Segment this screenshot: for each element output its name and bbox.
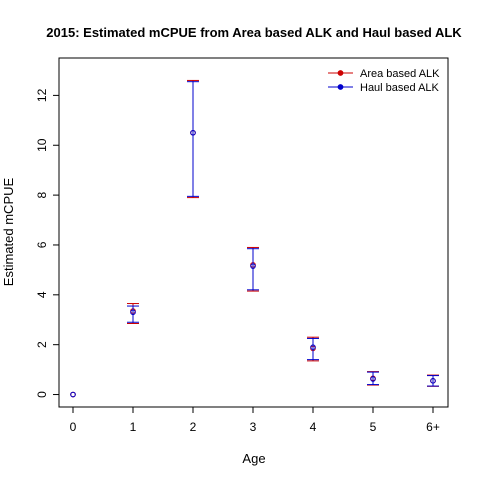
data-point xyxy=(430,378,436,384)
legend-marker xyxy=(337,70,344,76)
data-point xyxy=(250,263,256,269)
y-tick-label: 6 xyxy=(35,241,49,248)
data-point xyxy=(190,129,196,136)
y-tick-label: 2 xyxy=(35,341,49,348)
legend-marker xyxy=(337,84,344,90)
data-point xyxy=(310,344,316,350)
plot-frame xyxy=(58,57,449,408)
legend-label: Area based ALK xyxy=(360,68,440,80)
y-tick-label: 4 xyxy=(35,291,49,298)
data-point xyxy=(70,391,76,398)
chart-title: 2015: Estimated mCPUE from Area based AL… xyxy=(46,25,462,40)
x-tick-label: 1 xyxy=(130,420,137,434)
series-haul-based-alk xyxy=(70,81,439,398)
x-tick-label: 2 xyxy=(190,420,197,434)
x-tick-label: 0 xyxy=(70,420,77,434)
x-tick-label: 3 xyxy=(250,420,257,434)
data-marks xyxy=(70,79,439,398)
data-point xyxy=(370,376,376,382)
y-tick-label: 10 xyxy=(35,138,49,152)
y-tick-label: 8 xyxy=(35,191,49,198)
x-tick-label: 5 xyxy=(370,420,377,434)
x-tick-label: 4 xyxy=(310,420,317,434)
y-axis-label: Estimated mCPUE xyxy=(1,177,16,286)
x-tick-label: 6+ xyxy=(426,420,440,434)
y-tick-label: 12 xyxy=(35,88,49,102)
legend: Area based ALK Haul based ALK xyxy=(328,68,440,94)
x-axis-label: Age xyxy=(242,451,265,466)
series-area-based-alk xyxy=(70,79,439,398)
y-tick-label: 0 xyxy=(35,391,49,398)
legend-label: Haul based ALK xyxy=(360,82,440,94)
y-axis: 0 2 4 6 8 10 12 xyxy=(35,88,59,398)
x-axis: 0 1 2 3 4 5 6+ xyxy=(70,407,440,434)
data-point xyxy=(130,309,136,316)
